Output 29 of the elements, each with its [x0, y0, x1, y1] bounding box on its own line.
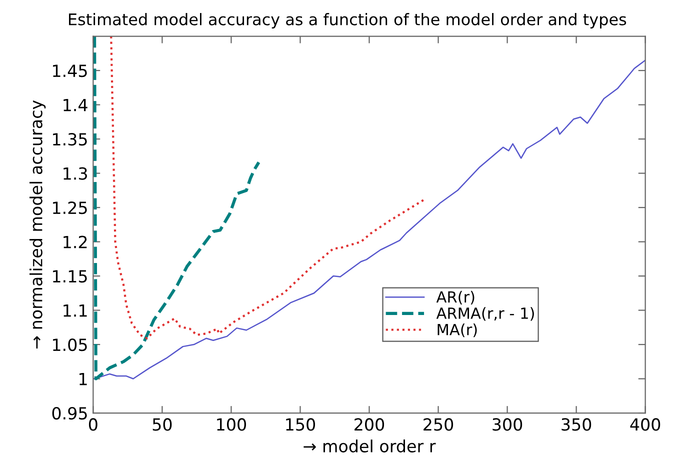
y-tick-label: 1 — [80, 372, 87, 386]
line-series — [110, 36, 427, 340]
x-tick-label: 250 — [424, 418, 454, 431]
x-tick-label: 100 — [217, 418, 246, 431]
chart-title: Estimated model accuracy as a function of the model order and types — [68, 13, 626, 28]
y-tick-label: 1.3 — [64, 167, 87, 180]
x-tick-label: 350 — [562, 418, 592, 431]
y-tick-label: 1.35 — [53, 132, 87, 146]
x-tick-label: 400 — [630, 418, 660, 431]
y-tick-label: 1.25 — [53, 201, 87, 214]
x-tick-label: 0 — [88, 418, 98, 431]
legend-label: ARMA(r,r - 1) — [436, 307, 534, 321]
legend-label: AR(r) — [436, 290, 474, 304]
y-tick-label: 1.45 — [53, 64, 87, 78]
x-tick-label: 50 — [152, 418, 172, 431]
x-tick-label: 150 — [286, 418, 316, 431]
legend-label: MA(r) — [438, 324, 477, 338]
x-axis-title: → model order r — [304, 440, 436, 452]
y-tick-label: 1.05 — [53, 338, 87, 352]
y-tick-label: 1.4 — [64, 98, 88, 112]
y-tick-label: 1.2 — [64, 236, 87, 248]
line-series — [93, 36, 260, 380]
line-series — [94, 60, 646, 380]
y-tick-label: 1.1 — [64, 304, 87, 317]
x-tick-label: 200 — [354, 418, 384, 431]
y-axis-title: → normalized model accuracy — [30, 100, 46, 348]
y-tick-label: 1.15 — [53, 270, 87, 283]
y-tick-label: 0.95 — [52, 406, 87, 420]
x-tick-label: 300 — [492, 418, 522, 431]
